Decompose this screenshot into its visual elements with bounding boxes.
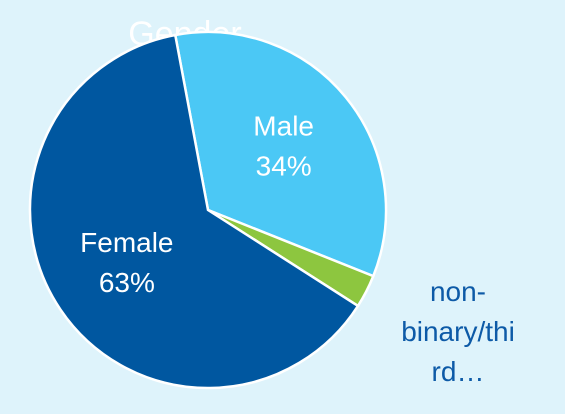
pie-slice [173,30,388,278]
slice-label: Male [253,110,314,141]
pie-slice [28,33,360,390]
slice-label: Female [80,227,173,258]
slice-value-label: 34% [256,150,312,181]
slice-label: non-binary/third… [401,276,515,387]
slice-value-label: 63% [99,267,155,298]
